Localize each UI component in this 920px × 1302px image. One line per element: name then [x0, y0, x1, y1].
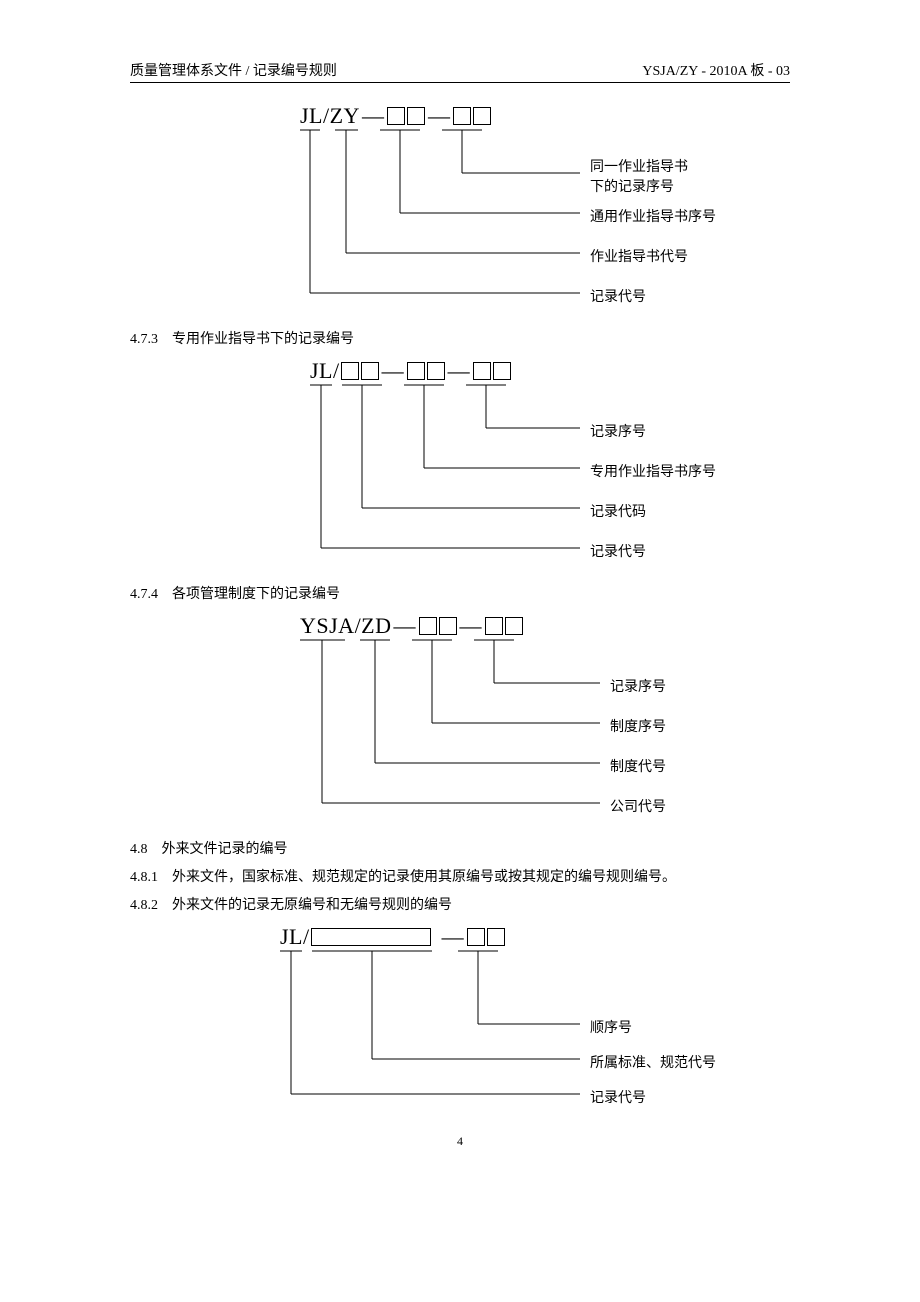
section-481: 4.8.1 外来文件，国家标准、规范规定的记录使用其原编号或按其规定的编号规则编…: [130, 866, 790, 886]
d1-label-2: 通用作业指导书序号: [590, 206, 716, 226]
d2-label-3: 记录代码: [590, 501, 646, 521]
section-48: 4.8 外来文件记录的编号: [130, 838, 790, 858]
diagram-3: YSJA/ZD — — 记录序号 制度序号 制度代号 公司代号: [130, 613, 790, 823]
d3-label-4: 公司代号: [610, 796, 666, 816]
header-left: 质量管理体系文件 / 记录编号规则: [130, 60, 337, 80]
d1-label-3: 作业指导书代号: [590, 246, 688, 266]
d4-label-3: 记录代号: [590, 1087, 646, 1107]
diagram-4: JL/ — 顺序号 所属标准、规范代号 记录代号: [130, 924, 790, 1104]
d3-label-1: 记录序号: [610, 676, 666, 696]
page-header: 质量管理体系文件 / 记录编号规则 YSJA/ZY - 2010A 板 - 03: [130, 60, 790, 83]
d2-label-4: 记录代号: [590, 541, 646, 561]
section-474: 4.7.4 各项管理制度下的记录编号: [130, 583, 790, 603]
d3-label-2: 制度序号: [610, 716, 666, 736]
header-right: YSJA/ZY - 2010A 板 - 03: [642, 60, 790, 80]
section-482: 4.8.2 外来文件的记录无原编号和无编号规则的编号: [130, 894, 790, 914]
d1-label-4: 记录代号: [590, 286, 646, 306]
d3-label-3: 制度代号: [610, 756, 666, 776]
d1-label-1: 同一作业指导书下的记录序号: [590, 158, 688, 197]
diagram-2: JL/ — — 记录序号 专用作业指导书序号 记录代码: [130, 358, 790, 568]
page-number: 4: [130, 1134, 790, 1149]
d2-label-2: 专用作业指导书序号: [590, 461, 716, 481]
d2-label-1: 记录序号: [590, 421, 646, 441]
d4-label-1: 顺序号: [590, 1017, 632, 1037]
diagram-1: JL/ZY — — 同一作业指导书下的记录序号: [130, 103, 790, 313]
d4-label-2: 所属标准、规范代号: [590, 1052, 716, 1072]
section-473: 4.7.3 专用作业指导书下的记录编号: [130, 328, 790, 348]
